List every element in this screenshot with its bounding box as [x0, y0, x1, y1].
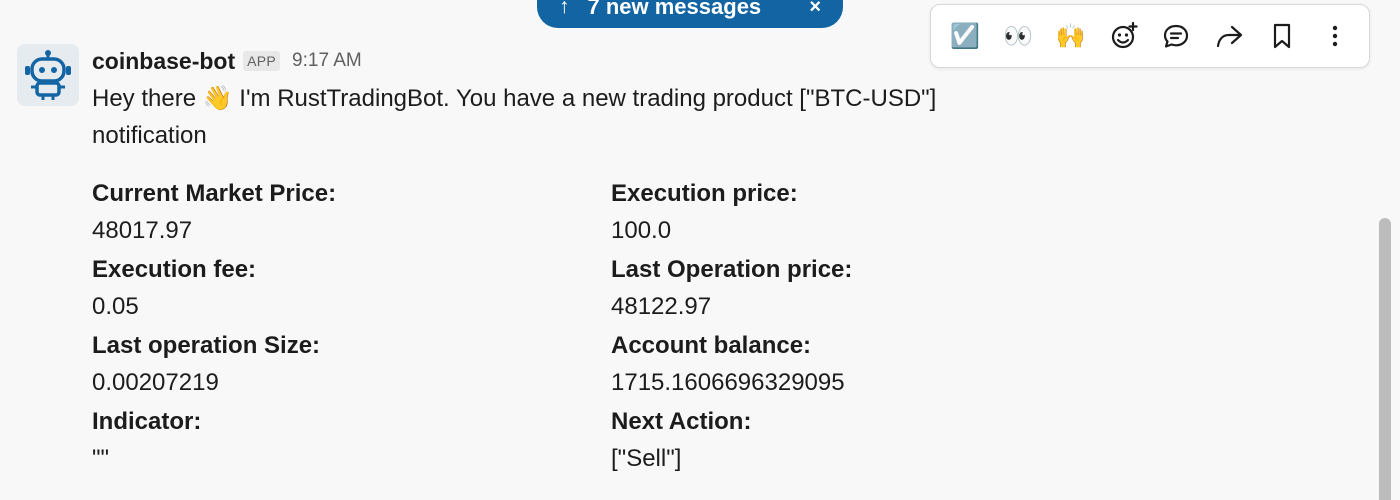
more-actions-icon[interactable]	[1308, 12, 1361, 60]
field-account-balance: Account balance: 1715.1606696329095	[611, 328, 1111, 402]
message-body: Hey there 👋 I'm RustTradingBot. You have…	[92, 80, 1052, 154]
sender-name[interactable]: coinbase-bot	[92, 47, 236, 74]
field-value: 0.00207219	[92, 369, 219, 396]
check-reaction-icon[interactable]: ☑️	[950, 22, 981, 50]
save-bookmark-icon[interactable]	[1256, 12, 1309, 60]
field-current-market-price: Current Market Price: 48017.97	[92, 176, 592, 250]
raised-hands-reaction-icon[interactable]: 🙌	[1055, 22, 1086, 50]
field-value: 0.05	[92, 293, 139, 320]
field-last-operation-price: Last Operation price: 48122.97	[611, 252, 1111, 326]
field-label: Indicator:	[92, 408, 202, 435]
waving-hand-icon: 👋	[202, 85, 233, 112]
forward-message-icon[interactable]	[1203, 12, 1256, 60]
field-execution-price: Execution price: 100.0	[611, 176, 1111, 250]
field-label: Execution fee:	[92, 256, 257, 283]
new-messages-banner[interactable]: ↑ 7 new messages ×	[537, 0, 843, 28]
message-header: coinbase-bot APP 9:17 AM	[92, 45, 362, 77]
reply-in-thread-icon[interactable]	[1150, 12, 1203, 60]
app-badge: APP	[243, 51, 281, 71]
field-next-action: Next Action: ["Sell"]	[611, 404, 1111, 478]
field-indicator: Indicator: ""	[92, 404, 592, 478]
field-value: 1715.1606696329095	[611, 369, 845, 396]
field-value: 48122.97	[611, 293, 712, 320]
field-value: 100.0	[611, 217, 672, 244]
field-label: Next Action:	[611, 408, 752, 435]
message-actions-toolbar: ☑️ 👀 🙌	[930, 4, 1370, 68]
field-label: Current Market Price:	[92, 180, 337, 207]
field-label: Execution price:	[611, 180, 798, 207]
field-label: Last operation Size:	[92, 332, 321, 359]
message-text-intro: Hey there	[92, 85, 203, 112]
field-label: Last Operation price:	[611, 256, 853, 283]
close-icon[interactable]: ×	[809, 0, 821, 18]
message-timestamp[interactable]: 9:17 AM	[292, 50, 362, 71]
field-last-operation-size: Last operation Size: 0.00207219	[92, 328, 592, 402]
field-value: 48017.97	[92, 217, 193, 244]
field-value: ["Sell"]	[611, 445, 682, 472]
eyes-reaction-icon[interactable]: 👀	[1003, 22, 1034, 50]
robot-icon	[25, 50, 71, 100]
add-reaction-icon[interactable]	[1097, 12, 1150, 60]
field-label: Account balance:	[611, 332, 812, 359]
scrollbar-thumb[interactable]	[1379, 218, 1391, 500]
field-value: ""	[92, 445, 110, 472]
bot-avatar[interactable]	[17, 44, 79, 106]
arrow-up-icon: ↑	[559, 0, 570, 18]
new-messages-label[interactable]: 7 new messages	[587, 0, 762, 19]
field-execution-fee: Execution fee: 0.05	[92, 252, 592, 326]
message-text-main: I'm RustTradingBot. You have a new tradi…	[92, 85, 937, 149]
